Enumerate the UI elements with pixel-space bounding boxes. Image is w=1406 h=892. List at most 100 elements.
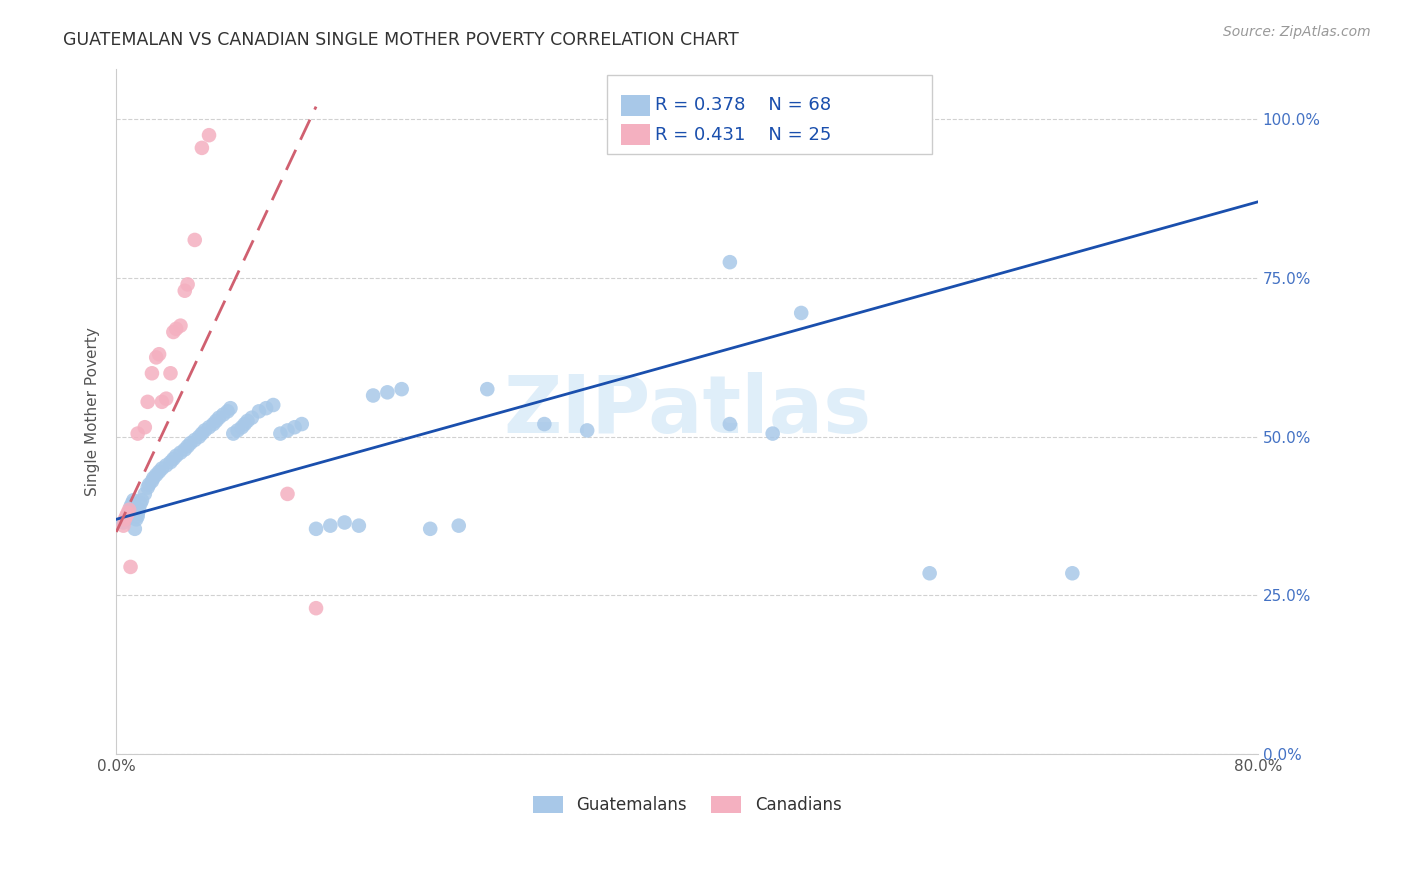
Point <box>276 487 298 501</box>
Point <box>198 128 221 143</box>
Point <box>120 560 142 574</box>
Point <box>150 461 173 475</box>
Point <box>134 487 156 501</box>
Point <box>319 518 342 533</box>
Point <box>165 449 187 463</box>
Point <box>291 417 314 431</box>
Point <box>125 512 148 526</box>
Point <box>194 424 217 438</box>
Point <box>347 518 370 533</box>
Point <box>231 420 253 434</box>
Point <box>134 420 156 434</box>
Point <box>162 325 184 339</box>
Point <box>262 398 284 412</box>
Point <box>918 566 941 581</box>
Point <box>377 385 399 400</box>
Point <box>236 414 259 428</box>
Point <box>217 404 239 418</box>
Point <box>576 424 599 438</box>
Point <box>762 426 785 441</box>
Point <box>127 426 149 441</box>
Point <box>129 496 152 510</box>
Point <box>121 496 143 510</box>
Text: Source: ZipAtlas.com: Source: ZipAtlas.com <box>1223 25 1371 39</box>
Point <box>115 512 138 526</box>
Point <box>226 424 249 438</box>
Point <box>115 509 138 524</box>
Point <box>136 481 159 495</box>
Point <box>120 500 142 514</box>
Point <box>191 141 214 155</box>
Point <box>120 502 142 516</box>
Point <box>159 366 181 380</box>
Point <box>150 394 173 409</box>
Point <box>212 408 235 422</box>
Point <box>208 410 231 425</box>
Point <box>391 382 413 396</box>
Point <box>305 522 328 536</box>
Point <box>112 516 135 530</box>
Point <box>269 426 291 441</box>
Point <box>127 506 149 520</box>
Point <box>222 426 245 441</box>
FancyBboxPatch shape <box>621 124 650 145</box>
Point <box>790 306 813 320</box>
Point <box>169 445 191 459</box>
Point <box>159 455 181 469</box>
Point <box>173 442 195 457</box>
Point <box>117 506 139 520</box>
Legend: Guatemalans, Canadians: Guatemalans, Canadians <box>533 797 842 814</box>
Point <box>284 420 307 434</box>
Point <box>118 506 141 520</box>
Text: GUATEMALAN VS CANADIAN SINGLE MOTHER POVERTY CORRELATION CHART: GUATEMALAN VS CANADIAN SINGLE MOTHER POV… <box>63 31 740 49</box>
Text: R = 0.378    N = 68: R = 0.378 N = 68 <box>655 96 831 114</box>
Point <box>155 458 177 473</box>
Text: ZIPatlas: ZIPatlas <box>503 372 872 450</box>
Point <box>179 436 201 450</box>
Point <box>118 502 141 516</box>
Point <box>184 233 207 247</box>
Point <box>191 426 214 441</box>
Point <box>1062 566 1084 581</box>
Point <box>117 509 139 524</box>
Point <box>718 255 741 269</box>
Point <box>148 347 170 361</box>
Point <box>127 509 149 524</box>
Point <box>419 522 441 536</box>
Point <box>333 516 356 530</box>
Point <box>198 420 221 434</box>
Point <box>145 351 167 365</box>
Point <box>112 518 135 533</box>
Point <box>202 417 225 431</box>
Point <box>533 417 555 431</box>
Point <box>148 465 170 479</box>
Point <box>184 433 207 447</box>
Point <box>247 404 270 418</box>
Point <box>162 452 184 467</box>
Point <box>165 322 187 336</box>
Point <box>305 601 328 615</box>
Point <box>205 414 228 428</box>
Point <box>136 394 159 409</box>
Point <box>219 401 242 416</box>
Text: R = 0.431    N = 25: R = 0.431 N = 25 <box>655 126 831 144</box>
Point <box>122 493 145 508</box>
Point <box>173 284 195 298</box>
Point <box>114 512 136 526</box>
Point <box>145 467 167 482</box>
FancyBboxPatch shape <box>607 76 932 154</box>
Point <box>477 382 499 396</box>
Point <box>176 277 198 292</box>
Point <box>276 424 298 438</box>
Point <box>155 392 177 406</box>
Point <box>447 518 470 533</box>
Point <box>131 493 153 508</box>
Point <box>176 439 198 453</box>
Point <box>141 366 163 380</box>
Point <box>128 502 150 516</box>
Point <box>138 477 160 491</box>
Point <box>254 401 277 416</box>
Point <box>718 417 741 431</box>
Point <box>233 417 256 431</box>
Y-axis label: Single Mother Poverty: Single Mother Poverty <box>86 327 100 496</box>
